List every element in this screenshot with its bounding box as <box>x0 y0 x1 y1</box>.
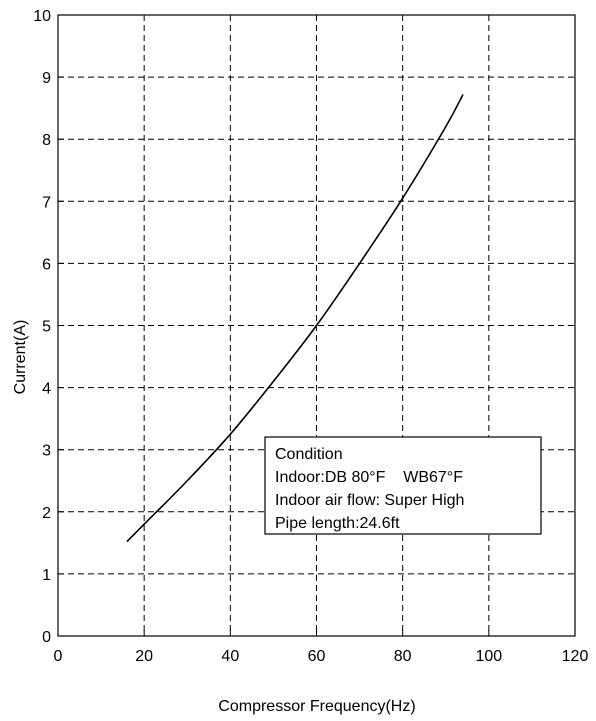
x-tick-label: 0 <box>54 648 63 665</box>
y-tick-label: 0 <box>42 629 51 646</box>
y-tick-label: 6 <box>42 256 51 273</box>
y-tick-label: 8 <box>42 132 51 149</box>
condition-annotation: Condition Indoor:DB 80°F WB67°F Indoor a… <box>264 436 542 535</box>
y-tick-label: 9 <box>42 70 51 87</box>
x-tick-label: 100 <box>475 648 502 665</box>
annotation-box <box>264 436 542 535</box>
x-tick-label: 40 <box>221 648 239 665</box>
series-line-0 <box>126 94 464 543</box>
annotation-line-air-flow: Indoor air flow: Super High <box>275 492 464 509</box>
annotation-line-indoor-temp: Indoor:DB 80°F WB67°F <box>275 469 463 486</box>
x-axis-label: Compressor Frequency(Hz) <box>218 698 415 715</box>
y-tick-label: 2 <box>42 505 51 522</box>
y-axis-ticks: 0 1 2 3 4 5 6 7 8 9 10 <box>33 8 64 646</box>
y-tick-label: 1 <box>42 567 51 584</box>
x-tick-label: 60 <box>308 648 326 665</box>
y-tick-label: 7 <box>42 194 51 211</box>
series-group <box>126 94 464 543</box>
y-tick-label: 10 <box>33 8 51 25</box>
annotation-line-pipe-length: Pipe length:24.6ft <box>275 515 400 532</box>
x-tick-label: 120 <box>562 648 589 665</box>
annotation-line-condition: Condition <box>275 446 343 463</box>
x-axis-ticks: 0 20 40 60 80 100 120 <box>54 630 589 665</box>
y-axis-label: Current(A) <box>12 320 29 395</box>
x-tick-label: 80 <box>394 648 412 665</box>
y-tick-label: 3 <box>42 443 51 460</box>
x-tick-label: 20 <box>135 648 153 665</box>
y-tick-label: 5 <box>42 319 51 336</box>
y-tick-label: 4 <box>42 381 51 398</box>
